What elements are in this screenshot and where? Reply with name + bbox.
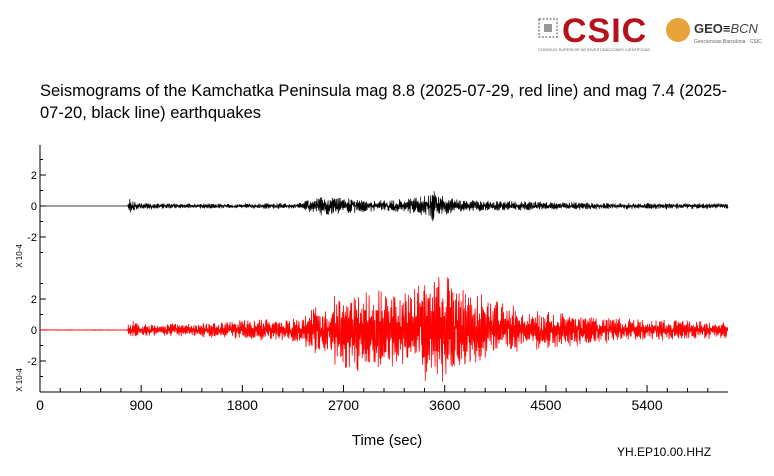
y-tick-label: 0	[31, 201, 37, 213]
y-tick-label: 2	[31, 294, 37, 306]
x-tick-label: 3600	[429, 397, 460, 413]
geo-bcn-logo-subtitle: Geociencias Barcelona · CSIC	[694, 39, 762, 45]
y-tick-label: -2	[27, 356, 37, 368]
x-tick-label: 5400	[631, 397, 662, 413]
x-tick-label: 900	[129, 397, 153, 413]
csic-logo-subtitle: CONSEJO SUPERIOR DE INVESTIGACIONES CIEN…	[538, 47, 650, 52]
x-tick-label: 1800	[227, 397, 258, 413]
csic-logo-text: CSIC	[562, 12, 648, 50]
x-tick-label: 2700	[328, 397, 359, 413]
red-seismogram-line	[39, 277, 729, 382]
y-unit-label: X 10-4	[15, 368, 24, 392]
geo-bcn-logo-text: GEO≡BCN	[694, 21, 758, 36]
station-code: YH.EP10.00.HHZ	[617, 445, 712, 459]
x-axis-label: Time (sec)	[351, 432, 423, 449]
black-seismogram-line	[40, 191, 729, 222]
bcn-logo-italic: BCN	[730, 21, 758, 36]
geo-bcn-emblem-icon	[666, 18, 690, 42]
y-tick-label: 0	[31, 325, 37, 337]
y-tick-label: -2	[27, 232, 37, 244]
csic-emblem-icon	[538, 18, 558, 38]
y-tick-label: 2	[31, 170, 37, 182]
x-tick-label: 4500	[530, 397, 561, 413]
chart-traces	[39, 191, 729, 382]
x-tick-label: 0	[36, 397, 44, 413]
geo-bcn-logo: GEO≡BCN Geociencias Barcelona · CSIC	[666, 16, 770, 52]
chart-title: Seismograms of the Kamchatka Peninsula m…	[40, 82, 727, 122]
geo-logo-bold: GEO	[694, 21, 723, 36]
y-unit-label: X 10-4	[15, 244, 24, 268]
chart-axes	[39, 145, 728, 393]
csic-logo: CSIC CONSEJO SUPERIOR DE INVESTIGACIONES…	[538, 14, 668, 54]
